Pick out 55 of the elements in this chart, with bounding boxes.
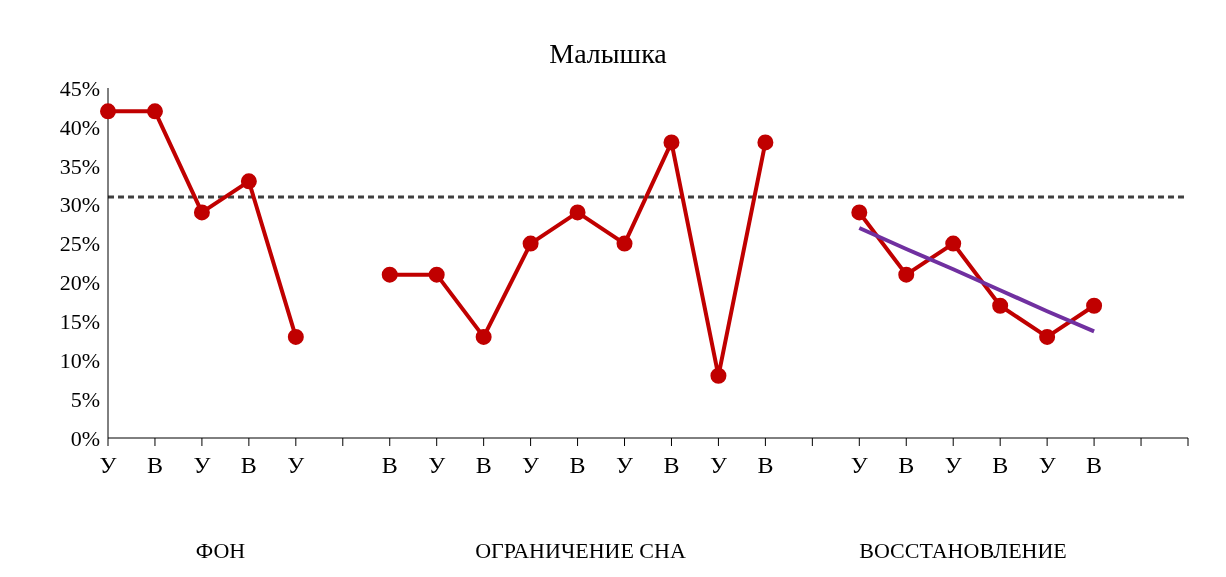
point — [475, 328, 492, 345]
x-tick-label: В — [898, 452, 915, 479]
y-tick-label: 15% — [59, 309, 100, 335]
point — [381, 266, 398, 283]
point — [1039, 328, 1056, 345]
y-tick-label: 40% — [59, 114, 100, 140]
y-tick-label: 0% — [70, 425, 100, 451]
point — [757, 134, 774, 151]
text: ОГРАНИЧЕНИЕ СНА — [474, 538, 687, 564]
point — [193, 204, 210, 221]
x-tick-label: У — [944, 452, 962, 479]
point — [898, 266, 915, 283]
x-tick-label: В — [663, 452, 680, 479]
point — [287, 328, 304, 345]
x-tick-label: У — [428, 452, 446, 479]
point — [945, 235, 962, 252]
x-tick-label: В — [569, 452, 586, 479]
x-tick-label: В — [992, 452, 1009, 479]
y-tick-label: 30% — [59, 192, 100, 218]
text: ФОН — [194, 538, 247, 564]
x-tick-label: У — [99, 452, 117, 479]
point — [428, 266, 445, 283]
x-tick-label: В — [1086, 452, 1103, 479]
point — [569, 204, 586, 221]
point — [663, 134, 680, 151]
point — [522, 235, 539, 252]
y-tick-label: 5% — [70, 386, 100, 412]
y-tick-label: 20% — [59, 270, 100, 296]
x-tick-label: У — [287, 452, 305, 479]
y-tick-label: 45% — [59, 75, 100, 101]
point — [146, 103, 163, 120]
chart-title: Малышка — [548, 38, 668, 70]
x-tick-label: В — [475, 452, 492, 479]
point — [616, 235, 633, 252]
x-tick-label: У — [850, 452, 868, 479]
point — [1086, 297, 1103, 314]
x-tick-label: У — [1038, 452, 1056, 479]
text: ВОССТАНОВЛЕНИЕ — [858, 538, 1068, 564]
x-tick-label: У — [616, 452, 634, 479]
x-tick-label: В — [757, 452, 774, 479]
point — [240, 173, 257, 190]
x-tick-label: У — [193, 452, 211, 479]
x-tick-label: У — [522, 452, 540, 479]
y-tick-label: 35% — [59, 153, 100, 179]
point — [100, 103, 116, 120]
y-tick-label: 10% — [59, 348, 100, 374]
y-tick-label: 25% — [59, 231, 100, 257]
x-tick-label: В — [240, 452, 257, 479]
point — [992, 297, 1009, 314]
line-series — [857, 226, 1097, 334]
x-tick-label: В — [381, 452, 398, 479]
x-tick-label: В — [146, 452, 163, 479]
point — [851, 204, 868, 221]
point — [710, 367, 727, 384]
x-tick-label: У — [709, 452, 727, 479]
